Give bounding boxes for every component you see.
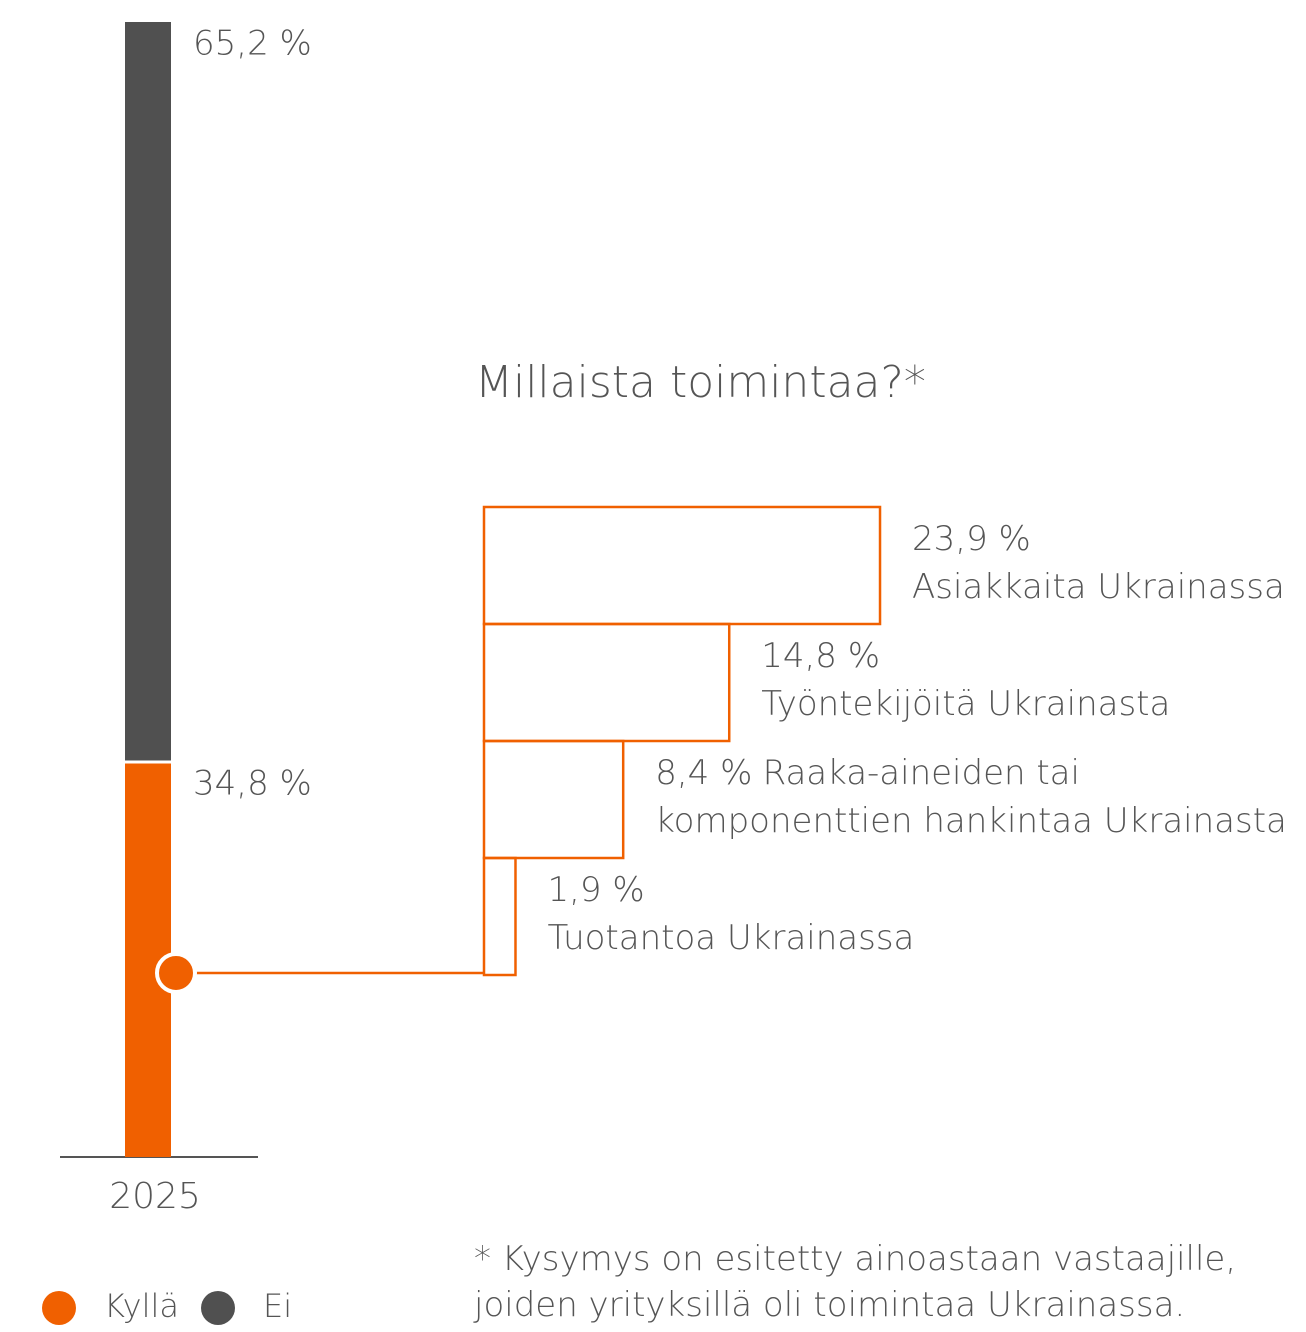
value-label: 8,4 %	[655, 753, 753, 793]
value-label: 1,9 %	[547, 870, 645, 910]
category-label: Asiakkaita Ukrainassa	[912, 567, 1285, 607]
value-label: 23,9 %	[912, 519, 1031, 559]
bar-label: 14,8 % Työntekijöitä Ukrainasta	[761, 632, 1304, 728]
legend-label: Kyllä	[104, 1287, 179, 1325]
bar	[482, 505, 882, 626]
bar-label: 23,9 % Asiakkaita Ukrainassa	[912, 515, 1304, 611]
value-label: 65,2 %	[193, 24, 312, 64]
legend-swatch	[201, 1291, 235, 1325]
bar-segment	[125, 22, 171, 763]
legend-swatch	[42, 1291, 76, 1325]
breakdown-title: Millaista toimintaa?*	[475, 357, 926, 408]
category-label: Tuotantoa Ukrainassa	[547, 918, 915, 958]
category-label: Työntekijöitä Ukrainasta	[761, 684, 1171, 724]
connector-dot	[155, 952, 197, 994]
value-label: 34,8 %	[193, 764, 312, 804]
bar	[482, 739, 625, 860]
bar-label: 1,9 % Tuotantoa Ukrainassa	[547, 866, 1304, 962]
bar	[482, 622, 731, 743]
bar	[482, 856, 517, 977]
x-tick-label: 2025	[109, 1176, 201, 1217]
value-label: 14,8 %	[761, 636, 881, 676]
bar-label: 8,4 % Raaka-aineiden tai komponenttien ha…	[655, 749, 1304, 845]
footnote: * Kysymys on esitetty ainoastaan vastaaj…	[474, 1239, 1237, 1325]
category-label: Raaka-aineiden tai komponenttien hankint…	[655, 753, 1287, 841]
legend-label: Ei	[263, 1287, 292, 1325]
